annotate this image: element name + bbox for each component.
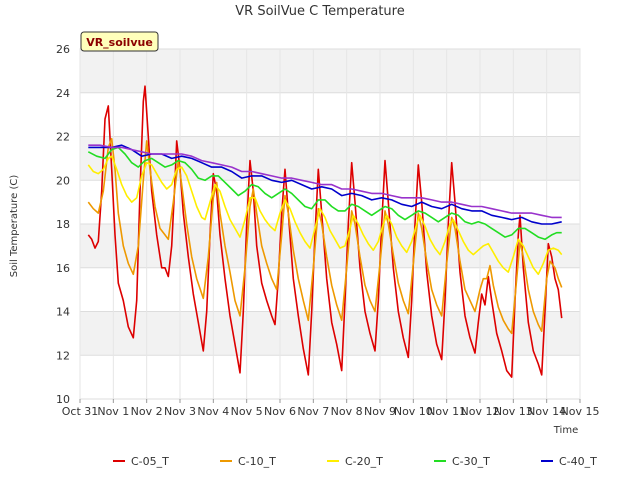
x-tick-label: Nov 12 <box>461 405 500 418</box>
legend-label: C-20_T <box>345 455 383 468</box>
grid-band <box>80 311 580 356</box>
legend-label: C-30_T <box>452 455 490 468</box>
x-tick-label: Nov 9 <box>364 405 396 418</box>
series-line-c-20-t <box>87 155 563 276</box>
y-axis-ticks: 10 12 14 16 18 20 22 24 26 <box>56 43 70 406</box>
y-tick-label: 18 <box>56 218 70 231</box>
y-axis-label: Soil Temperature (C) <box>9 175 20 278</box>
x-tick-label: Nov 4 <box>197 405 229 418</box>
x-axis-ticks: Oct 31 Nov 1 Nov 2 Nov 3 Nov 4 Nov 5 Nov 6 Nov … <box>62 399 600 418</box>
series-line-c-05-t <box>87 85 563 378</box>
y-tick-label: 16 <box>56 262 70 275</box>
y-tick-label: 14 <box>56 306 70 319</box>
x-tick-label: Nov 2 <box>131 405 163 418</box>
y-tick-label: 26 <box>56 43 70 56</box>
x-tick-label: Nov 10 <box>394 405 433 418</box>
x-tick-label: Nov 14 <box>527 405 566 418</box>
series-lines <box>87 85 563 378</box>
site-badge-box <box>80 31 159 52</box>
series-line-c-30-t <box>87 146 562 241</box>
y-tick-label: 24 <box>56 87 70 100</box>
x-tick-label: Nov 13 <box>494 405 533 418</box>
y-tick-label: 22 <box>56 131 70 144</box>
x-tick-label: Nov 5 <box>231 405 263 418</box>
grid-band <box>80 49 580 93</box>
grid-band <box>80 136 580 181</box>
series-line-c-50-t <box>88 144 562 219</box>
x-axis-label: Time <box>553 425 578 436</box>
legend: C-05_TC-10_TC-20_TC-30_TC-40_TC-50_T <box>113 455 597 468</box>
site-badge-text: VR_soilvue <box>86 36 153 49</box>
gridlines <box>79 48 581 400</box>
series-line-c-40-t <box>88 144 562 225</box>
x-tick-label: Nov 11 <box>427 405 466 418</box>
y-tick-label: 20 <box>56 174 70 187</box>
chart-title: VR SoilVue C Temperature <box>235 4 404 19</box>
legend-label: C-05_T <box>131 455 169 468</box>
x-tick-label: Nov 1 <box>97 405 129 418</box>
x-tick-label: Nov 6 <box>264 405 296 418</box>
y-tick-label: 10 <box>56 393 70 406</box>
site-badge: VR_soilvue <box>80 31 159 52</box>
legend-label: C-10_T <box>238 455 276 468</box>
series-line-c-10-t <box>87 137 563 335</box>
x-tick-label: Nov 15 <box>561 405 600 418</box>
x-tick-label: Nov 3 <box>164 405 196 418</box>
x-tick-label: Nov 8 <box>331 405 363 418</box>
legend-label: C-40_T <box>559 455 597 468</box>
x-tick-label: Nov 7 <box>297 405 329 418</box>
x-tick-label: Oct 31 <box>62 405 99 418</box>
y-tick-label: 12 <box>56 349 70 362</box>
